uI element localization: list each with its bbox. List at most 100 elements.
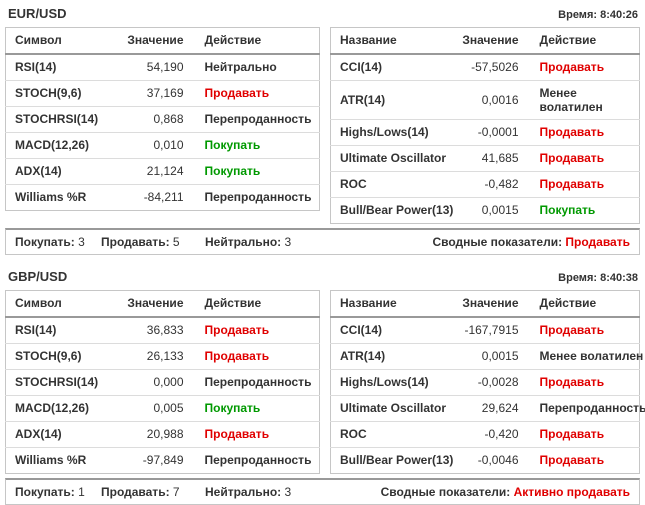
indicator-name: RSI(14)	[5, 53, 124, 81]
indicator-action: Покупать	[195, 395, 320, 422]
section-gbpusd: GBP/USD Время: 8:40:38 Символ Значение Д…	[5, 267, 645, 505]
table-row: ADX(14) 21,124 Покупать	[5, 158, 320, 185]
indicator-action: Перепроданность	[195, 369, 320, 396]
table-row: ADX(14) 20,988 Продавать	[5, 421, 320, 448]
indicator-value: -0,420	[458, 421, 531, 448]
indicator-action: Продавать	[530, 421, 640, 448]
indicator-value: 21,124	[123, 158, 196, 185]
column-header-value: Значение	[458, 27, 531, 55]
section-header: EUR/USD Время: 8:40:26	[5, 4, 640, 27]
indicator-action: Покупать	[530, 197, 640, 224]
table-row: ROC -0,482 Продавать	[330, 171, 640, 198]
table-row: CCI(14) -167,7915 Продавать	[330, 316, 640, 344]
indicator-action: Продавать	[530, 316, 640, 344]
table-row: Highs/Lows(14) -0,0001 Продавать	[330, 119, 640, 146]
indicator-action: Продавать	[530, 53, 640, 81]
indicator-value: 29,624	[458, 395, 531, 422]
summary-overall-action: Активно продавать	[513, 485, 630, 499]
indicator-action: Перепроданность	[195, 106, 320, 133]
table-row: Bull/Bear Power(13) -0,0046 Продавать	[330, 447, 640, 474]
indicator-action: Нейтрально	[195, 53, 320, 81]
summary-overall: Сводные показатели: Продавать	[432, 235, 630, 249]
indicator-name: CCI(14)	[330, 316, 459, 344]
indicator-value: 0,868	[123, 106, 196, 133]
summary-buy: Покупать: 3	[15, 235, 101, 249]
table-row: ROC -0,420 Продавать	[330, 421, 640, 448]
indicator-action: Покупать	[195, 132, 320, 159]
indicator-value: 0,0015	[458, 197, 531, 224]
summary-neutral: Нейтрально: 3	[205, 235, 291, 249]
indicator-action: Продавать	[530, 145, 640, 172]
indicator-value: -0,0001	[458, 119, 531, 146]
indicator-value: -167,7915	[458, 316, 531, 344]
indicator-value: 20,988	[123, 421, 196, 448]
summary-overall-label: Сводные показатели:	[432, 235, 563, 249]
indicator-name: STOCHRSI(14)	[5, 369, 124, 396]
table-header-row: Символ Значение Действие	[5, 27, 320, 55]
column-header-value: Значение	[123, 27, 196, 55]
indicator-action: Менее волатилен	[530, 80, 640, 120]
summary-sell-count: 7	[172, 485, 180, 499]
summary-neutral: Нейтрально: 3	[205, 485, 291, 499]
indicator-value: -0,0046	[458, 447, 531, 474]
summary-bar: Покупать: 3 Продавать: 5 Нейтрально: 3 С…	[5, 228, 640, 255]
table-row: ATR(14) 0,0016 Менее волатилен	[330, 80, 640, 120]
indicator-name: Bull/Bear Power(13)	[330, 447, 459, 474]
summary-overall-label: Сводные показатели:	[380, 485, 511, 499]
indicator-value: -0,482	[458, 171, 531, 198]
column-header-symbol: Символ	[5, 290, 124, 318]
table-row: STOCHRSI(14) 0,868 Перепроданность	[5, 106, 320, 133]
indicators-table-right: Название Значение Действие CCI(14) -167,…	[330, 290, 645, 474]
table-row: STOCH(9,6) 37,169 Продавать	[5, 80, 320, 107]
indicator-name: Bull/Bear Power(13)	[330, 197, 459, 224]
tables-row: Символ Значение Действие RSI(14) 54,190 …	[5, 27, 640, 224]
summary-buy-label: Покупать:	[15, 485, 75, 499]
indicator-action: Продавать	[195, 343, 320, 370]
column-header-action: Действие	[530, 27, 640, 55]
table-row: STOCHRSI(14) 0,000 Перепроданность	[5, 369, 320, 396]
indicator-value: 37,169	[123, 80, 196, 107]
indicator-value: 54,190	[123, 53, 196, 81]
indicator-value: 0,000	[123, 369, 196, 396]
summary-sell: Продавать: 7	[101, 485, 205, 499]
column-header-value: Значение	[123, 290, 196, 318]
indicator-action: Продавать	[530, 369, 640, 396]
column-header-action: Действие	[195, 27, 320, 55]
tables-row: Символ Значение Действие RSI(14) 36,833 …	[5, 290, 645, 474]
column-header-name: Название	[330, 27, 459, 55]
table-row: RSI(14) 36,833 Продавать	[5, 316, 320, 344]
indicator-value: 0,010	[123, 132, 196, 159]
table-row: STOCH(9,6) 26,133 Продавать	[5, 343, 320, 370]
indicator-name: ADX(14)	[5, 158, 124, 185]
indicators-table-right: Название Значение Действие CCI(14) -57,5…	[330, 27, 640, 224]
table-row: MACD(12,26) 0,005 Покупать	[5, 395, 320, 422]
summary-buy-count: 1	[78, 485, 85, 499]
summary-neutral-label: Нейтрально:	[205, 235, 282, 249]
pair-title: GBP/USD	[8, 269, 68, 284]
summary-overall: Сводные показатели: Активно продавать	[381, 485, 630, 499]
indicator-action: Продавать	[530, 171, 640, 198]
table-header-row: Символ Значение Действие	[5, 290, 320, 318]
indicator-name: Ultimate Oscillator	[330, 395, 459, 422]
indicator-name: MACD(12,26)	[5, 395, 124, 422]
indicator-name: Highs/Lows(14)	[330, 119, 459, 146]
indicator-value: 36,833	[123, 316, 196, 344]
table-header-row: Название Значение Действие	[330, 290, 640, 318]
table-row: Williams %R -84,211 Перепроданность	[5, 184, 320, 211]
indicator-value: 0,0015	[458, 343, 531, 370]
indicator-value: -57,5026	[458, 53, 531, 81]
indicators-table-left: Символ Значение Действие RSI(14) 54,190 …	[5, 27, 320, 211]
table-row: Highs/Lows(14) -0,0028 Продавать	[330, 369, 640, 396]
indicator-action: Покупать	[195, 158, 320, 185]
summary-sell: Продавать: 5	[101, 235, 205, 249]
summary-neutral-count: 3	[284, 485, 292, 499]
section-eurusd: EUR/USD Время: 8:40:26 Символ Значение Д…	[5, 4, 640, 255]
indicator-action: Продавать	[195, 316, 320, 344]
indicator-value: -97,849	[123, 447, 196, 474]
section-header: GBP/USD Время: 8:40:38	[5, 267, 640, 290]
time-label: Время: 8:40:38	[558, 272, 638, 284]
column-header-action: Действие	[530, 290, 640, 318]
indicator-name: Ultimate Oscillator	[330, 145, 459, 172]
summary-neutral-label: Нейтрально:	[205, 485, 282, 499]
